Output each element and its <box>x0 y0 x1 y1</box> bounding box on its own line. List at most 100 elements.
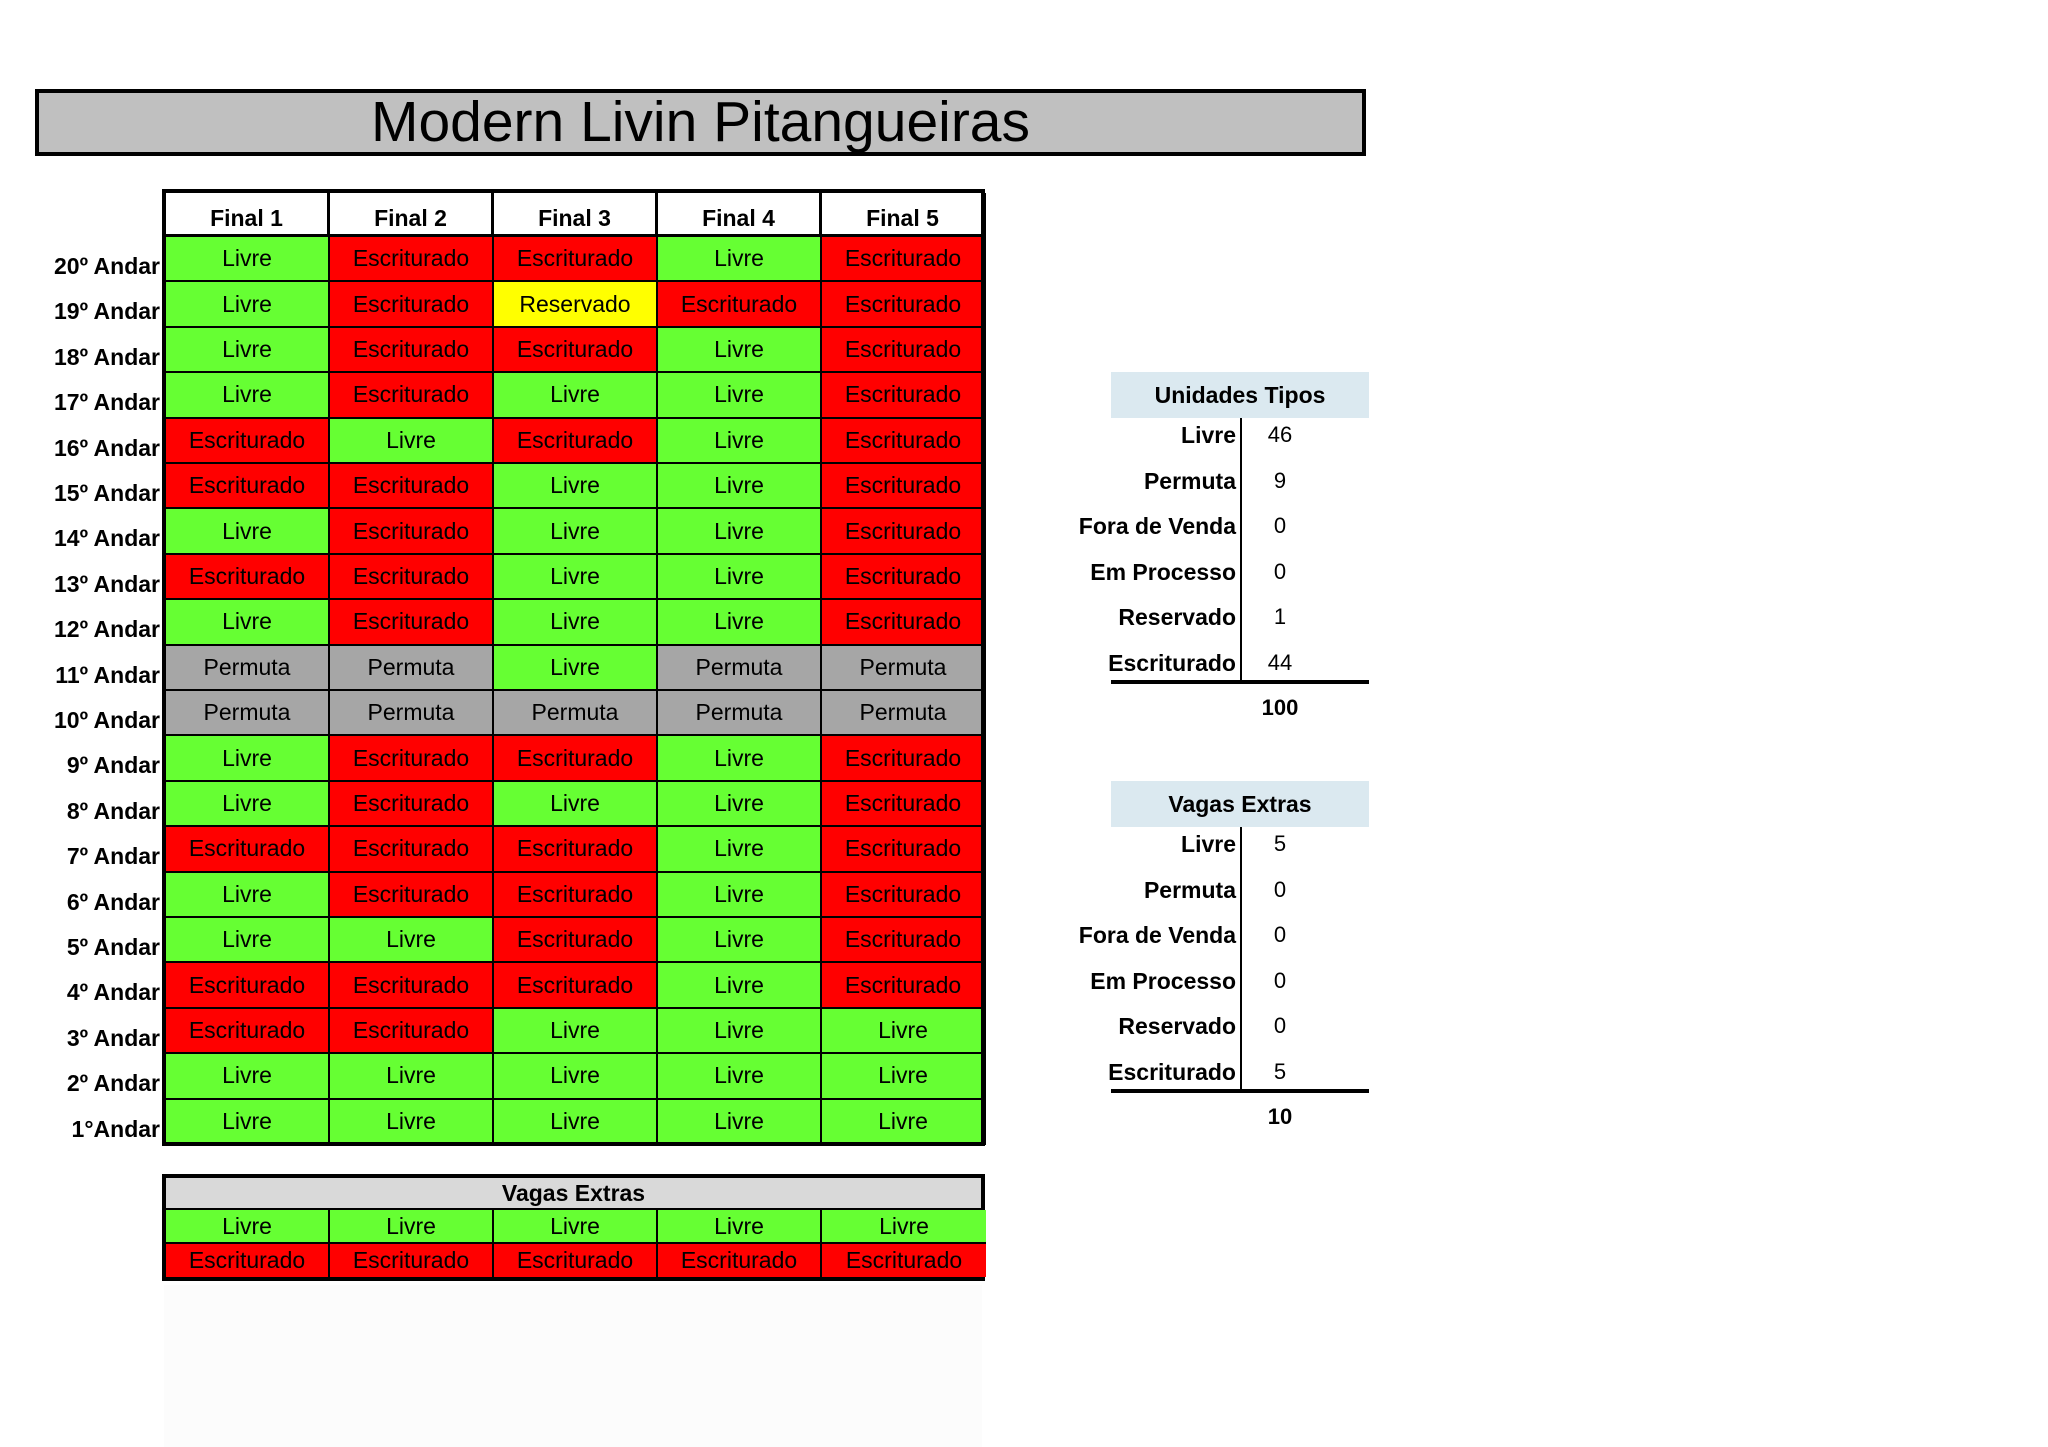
unit-cell: Permuta <box>822 645 986 691</box>
unit-cell: Reservado <box>494 282 658 328</box>
unit-cell: Livre <box>658 600 822 646</box>
summary_units-row-value: 0 <box>1273 558 1287 584</box>
floor-label: 14º Andar <box>54 525 160 552</box>
floor-label: 10º Andar <box>54 707 160 733</box>
unit-cell: Livre <box>822 1008 986 1055</box>
summary_vagas-row-label: Fora de Venda <box>1078 922 1236 949</box>
unit-cell: Escriturado <box>494 736 658 782</box>
unit-cell: Livre <box>658 464 822 510</box>
column-header: Final 5 <box>822 193 986 237</box>
summary_vagas-row-value: 0 <box>1273 1013 1287 1039</box>
unit-cell: Livre <box>494 464 658 510</box>
unit-cell: Livre <box>658 509 822 555</box>
summary_units-total-rule <box>1111 679 1369 684</box>
summary_units-row-value: 0 <box>1273 513 1287 539</box>
vaga-cell: Escriturado <box>494 1244 658 1277</box>
unit-cell: Escriturado <box>822 872 986 918</box>
background-shade <box>164 1285 982 1447</box>
floor-label: 9º Andar <box>66 752 160 779</box>
summary_vagas-header: Vagas Extras <box>1111 781 1369 827</box>
unit-cell: Livre <box>658 963 822 1009</box>
unit-cell: Livre <box>658 327 822 374</box>
summary_vagas-row-value: 5 <box>1273 831 1287 856</box>
floor-label: 3º Andar <box>66 1024 160 1051</box>
unit-cell: Escriturado <box>822 282 986 328</box>
vaga-cell: Livre <box>822 1210 986 1244</box>
floor-label: 16º Andar <box>54 434 160 461</box>
summary_vagas-row-value: 0 <box>1273 922 1287 948</box>
unit-cell: Livre <box>494 600 658 646</box>
floor-label: 17º Andar <box>54 389 160 416</box>
unit-cell: Livre <box>166 1054 330 1100</box>
floor-label: 8º Andar <box>66 797 160 824</box>
unit-cell: Livre <box>166 237 330 283</box>
unit-cell: Livre <box>494 1054 658 1100</box>
summary_vagas-row-label: Reservado <box>1118 1013 1236 1040</box>
unit-cell: Livre <box>166 736 330 782</box>
unit-cell: Livre <box>494 509 658 555</box>
unit-cell: Escriturado <box>494 963 658 1009</box>
vaga-cell: Livre <box>494 1210 658 1244</box>
unit-cell: Livre <box>166 1099 330 1145</box>
summary_units-row-label: Fora de Venda <box>1078 513 1236 540</box>
unit-cell: Escriturado <box>330 963 494 1009</box>
unit-cell: Escriturado <box>166 963 330 1009</box>
floor-label: 12º Andar <box>54 616 160 643</box>
floor-label: 19º Andar <box>54 298 160 325</box>
unit-cell: Permuta <box>330 645 494 691</box>
unit-cell: Escriturado <box>822 554 986 601</box>
unit-cell: Livre <box>658 1099 822 1145</box>
summary_units-row-value: 46 <box>1267 422 1293 447</box>
summary_vagas-row-value: 5 <box>1273 1059 1287 1084</box>
summary_units-row-value: 1 <box>1273 604 1287 630</box>
unit-cell: Livre <box>494 1099 658 1145</box>
unit-cell: Livre <box>658 418 822 464</box>
unit-cell: Livre <box>494 554 658 601</box>
summary_vagas-row-label: Em Processo <box>1090 967 1236 994</box>
unit-cell: Escriturado <box>822 418 986 464</box>
unit-cell: Escriturado <box>330 1008 494 1055</box>
unit-cell: Permuta <box>166 691 330 737</box>
unit-cell: Escriturado <box>822 827 986 873</box>
unit-cell: Permuta <box>658 645 822 691</box>
unit-cell: Livre <box>330 1054 494 1100</box>
vaga-cell: Livre <box>658 1210 822 1244</box>
summary_vagas-row-value: 0 <box>1273 967 1287 993</box>
unit-cell: Livre <box>166 282 330 328</box>
summary_vagas-total-rule <box>1111 1088 1369 1093</box>
unit-cell: Escriturado <box>330 464 494 510</box>
unit-cell: Livre <box>658 872 822 918</box>
unit-cell: Livre <box>330 918 494 964</box>
unit-cell: Permuta <box>822 691 986 737</box>
unit-cell: Escriturado <box>494 237 658 283</box>
floor-label: 11º Andar <box>55 661 160 688</box>
unit-cell: Livre <box>822 1099 986 1145</box>
floor-label: 5º Andar <box>66 934 160 960</box>
vaga-cell: Livre <box>166 1210 330 1244</box>
column-header: Final 4 <box>658 193 822 237</box>
vaga-cell: Escriturado <box>166 1244 330 1277</box>
unit-cell: Escriturado <box>330 327 494 374</box>
unit-cell: Escriturado <box>822 781 986 828</box>
vaga-cell: Escriturado <box>330 1244 494 1277</box>
summary_units-row-label: Em Processo <box>1090 558 1236 585</box>
unit-cell: Permuta <box>658 691 822 737</box>
unit-cell: Escriturado <box>494 418 658 464</box>
summary_vagas-total: 10 <box>1267 1103 1293 1129</box>
unit-cell: Escriturado <box>658 282 822 328</box>
unit-cell: Livre <box>822 1054 986 1100</box>
unit-cell: Escriturado <box>330 827 494 873</box>
unit-cell: Escriturado <box>330 554 494 601</box>
unit-cell: Livre <box>658 918 822 964</box>
unit-cell: Escriturado <box>822 600 986 646</box>
unit-cell: Escriturado <box>822 509 986 555</box>
summary_units-row-value: 44 <box>1267 650 1293 675</box>
summary_units-row-label: Permuta <box>1143 467 1236 494</box>
floor-label: 15º Andar <box>54 480 160 506</box>
unit-cell: Livre <box>658 781 822 828</box>
summary_units-row-label: Escriturado <box>1108 650 1236 676</box>
unit-cell: Livre <box>330 1099 494 1145</box>
unit-cell: Escriturado <box>166 464 330 510</box>
floor-label: 20º Andar <box>54 253 160 279</box>
column-header: Final 3 <box>494 193 658 237</box>
